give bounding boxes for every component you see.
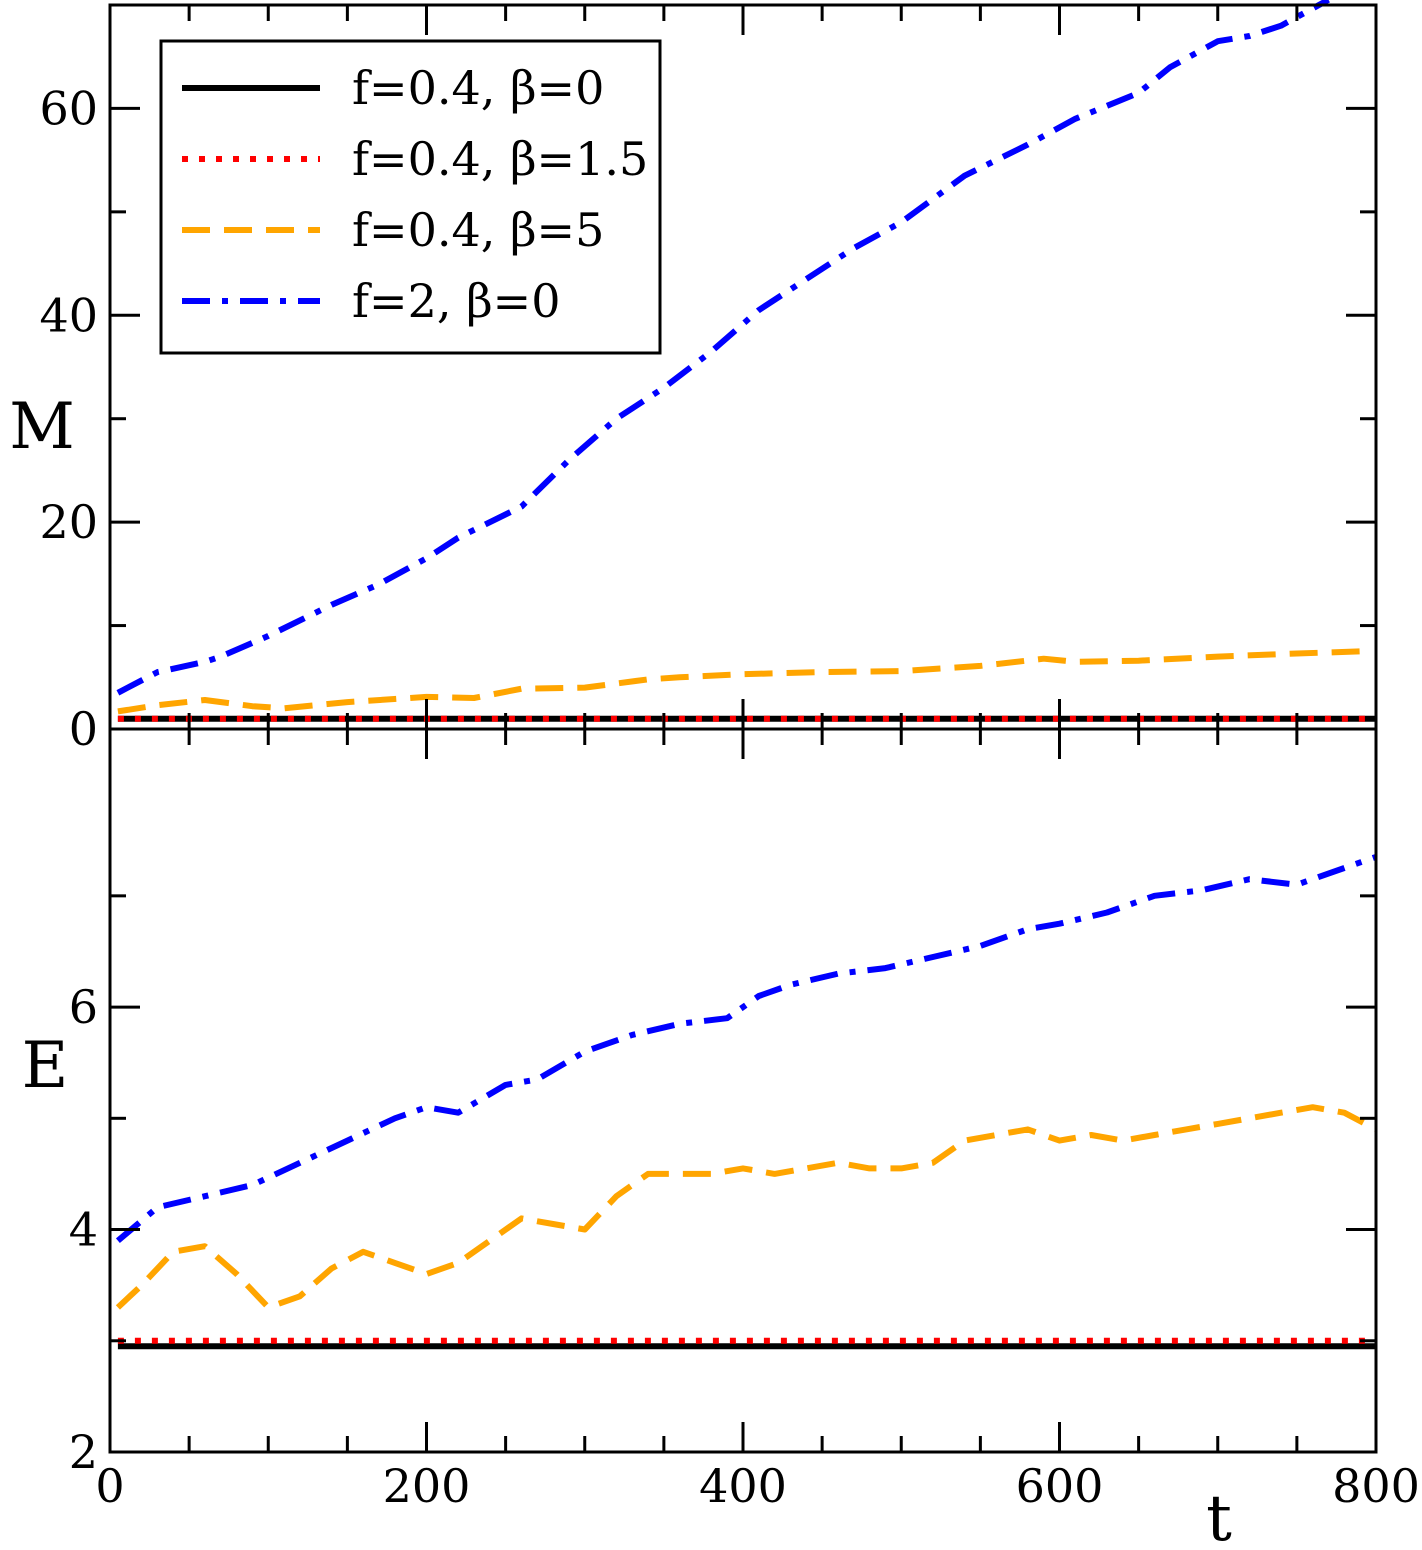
bottom-panel: 2 4 6 0 200 400 600 800 E t: [22, 727, 1420, 1550]
top-y-axis-label: M: [9, 390, 75, 464]
y-tick-label: 4: [69, 1203, 98, 1257]
y-tick-label: 2: [69, 1425, 98, 1479]
y-tick-label: 60: [39, 81, 98, 135]
top-ticks: 0 20 40 60: [39, 5, 1378, 756]
y-tick-label: 6: [69, 980, 98, 1034]
series-line-2: [117, 648, 1361, 715]
legend-label: f=0.4, β=0: [352, 61, 604, 115]
series-line-3: [115, 854, 1377, 1243]
legend-label: f=2, β=0: [352, 274, 560, 328]
x-tick-label: 800: [1332, 1459, 1420, 1513]
x-tick-label: 600: [1016, 1459, 1104, 1513]
legend-item: f=0.4, β=5: [182, 203, 604, 257]
x-axis-label: t: [1206, 1482, 1232, 1550]
top-panel: 0 20 40 60 M: [9, 0, 1378, 756]
x-tick-label: 200: [383, 1459, 471, 1513]
x-tick-label: 400: [699, 1459, 787, 1513]
bottom-ticks: 2 4 6 0 200 400 600 800: [69, 729, 1420, 1513]
legend-item: f=2, β=0: [182, 274, 560, 328]
bottom-plot-area: [115, 854, 1378, 1350]
x-tick-label: 0: [95, 1459, 124, 1513]
legend-item: f=0.4, β=1.5: [182, 132, 648, 186]
legend-label: f=0.4, β=5: [352, 203, 604, 257]
y-tick-label: 40: [39, 288, 98, 342]
series-line-3: [116, 0, 1330, 696]
legend-label: f=0.4, β=1.5: [352, 132, 648, 186]
bottom-y-axis-label: E: [22, 1029, 69, 1103]
y-tick-label: 20: [39, 495, 98, 549]
series-line-2: [115, 1104, 1378, 1311]
y-tick-label: 0: [69, 702, 98, 756]
legend: f=0.4, β=0 f=0.4, β=1.5 f=0.4, β=5 f=2, …: [159, 39, 662, 355]
legend-item: f=0.4, β=0: [182, 61, 604, 115]
